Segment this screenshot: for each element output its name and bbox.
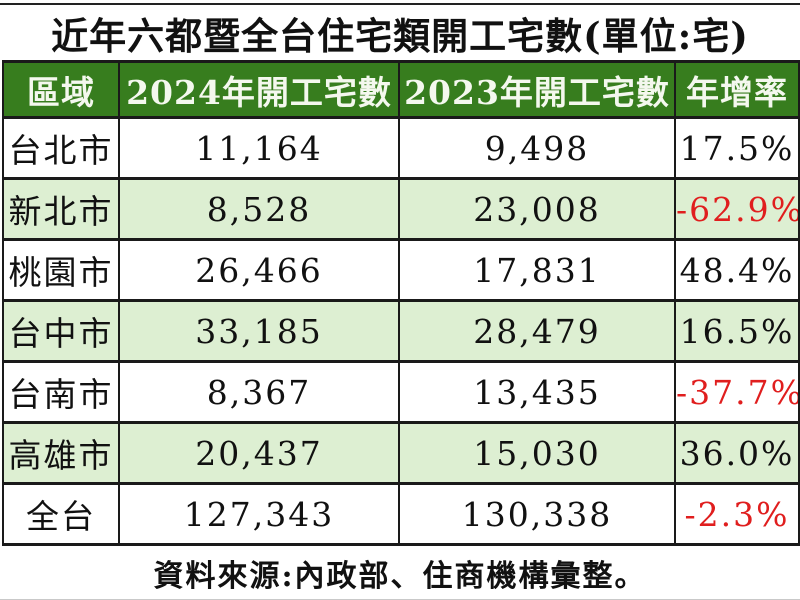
header-2023: 2023年開工宅數 [398, 60, 676, 119]
starts-2024-cell: 26,466 [118, 238, 400, 302]
table-row: 台南市 8,367 13,435 -37.7% [2, 360, 800, 424]
yoy-cell: -62.9% [674, 177, 800, 241]
top-divider [0, 3, 800, 5]
starts-2024-cell: 33,185 [118, 299, 400, 363]
starts-2023-cell: 17,831 [398, 238, 676, 302]
table-row: 高雄市 20,437 15,030 36.0% [2, 421, 800, 485]
region-cell: 台中市 [2, 299, 120, 363]
region-cell: 桃園市 [2, 238, 120, 302]
header-row: 區域 2024年開工宅數 2023年開工宅數 年增率 [2, 60, 800, 119]
starts-2023-cell: 23,008 [398, 177, 676, 241]
header-region: 區域 [2, 60, 120, 119]
region-cell: 台南市 [2, 360, 120, 424]
region-cell: 全台 [2, 482, 120, 546]
table-header: 區域 2024年開工宅數 2023年開工宅數 年增率 [2, 60, 800, 119]
table-row: 新北市 8,528 23,008 -62.9% [2, 177, 800, 241]
starts-2023-cell: 130,338 [398, 482, 676, 546]
starts-2023-cell: 13,435 [398, 360, 676, 424]
yoy-cell: -2.3% [674, 482, 800, 546]
region-cell: 台北市 [2, 116, 120, 180]
starts-2023-cell: 15,030 [398, 421, 676, 485]
starts-2024-cell: 8,528 [118, 177, 400, 241]
yoy-cell: -37.7% [674, 360, 800, 424]
starts-2023-cell: 28,479 [398, 299, 676, 363]
starts-2024-cell: 8,367 [118, 360, 400, 424]
header-2024: 2024年開工宅數 [118, 60, 400, 119]
starts-2023-cell: 9,498 [398, 116, 676, 180]
region-cell: 高雄市 [2, 421, 120, 485]
source-note: 資料來源:內政部、住商機構彙整。 [0, 546, 800, 600]
starts-2024-cell: 127,343 [118, 482, 400, 546]
housing-starts-table: 區域 2024年開工宅數 2023年開工宅數 年增率 台北市 11,164 9,… [2, 60, 800, 546]
table-body: 台北市 11,164 9,498 17.5% 新北市 8,528 23,008 … [2, 116, 800, 546]
starts-2024-cell: 11,164 [118, 116, 400, 180]
yoy-cell: 17.5% [674, 116, 800, 180]
starts-2024-cell: 20,437 [118, 421, 400, 485]
region-cell: 新北市 [2, 177, 120, 241]
table-row: 台北市 11,164 9,498 17.5% [2, 116, 800, 180]
header-yoy: 年增率 [674, 60, 800, 119]
table-row: 全台 127,343 130,338 -2.3% [2, 482, 800, 546]
table-row: 台中市 33,185 28,479 16.5% [2, 299, 800, 363]
yoy-cell: 48.4% [674, 238, 800, 302]
yoy-cell: 36.0% [674, 421, 800, 485]
yoy-cell: 16.5% [674, 299, 800, 363]
table-row: 桃園市 26,466 17,831 48.4% [2, 238, 800, 302]
chart-title: 近年六都暨全台住宅類開工宅數(單位:宅) [51, 13, 749, 58]
